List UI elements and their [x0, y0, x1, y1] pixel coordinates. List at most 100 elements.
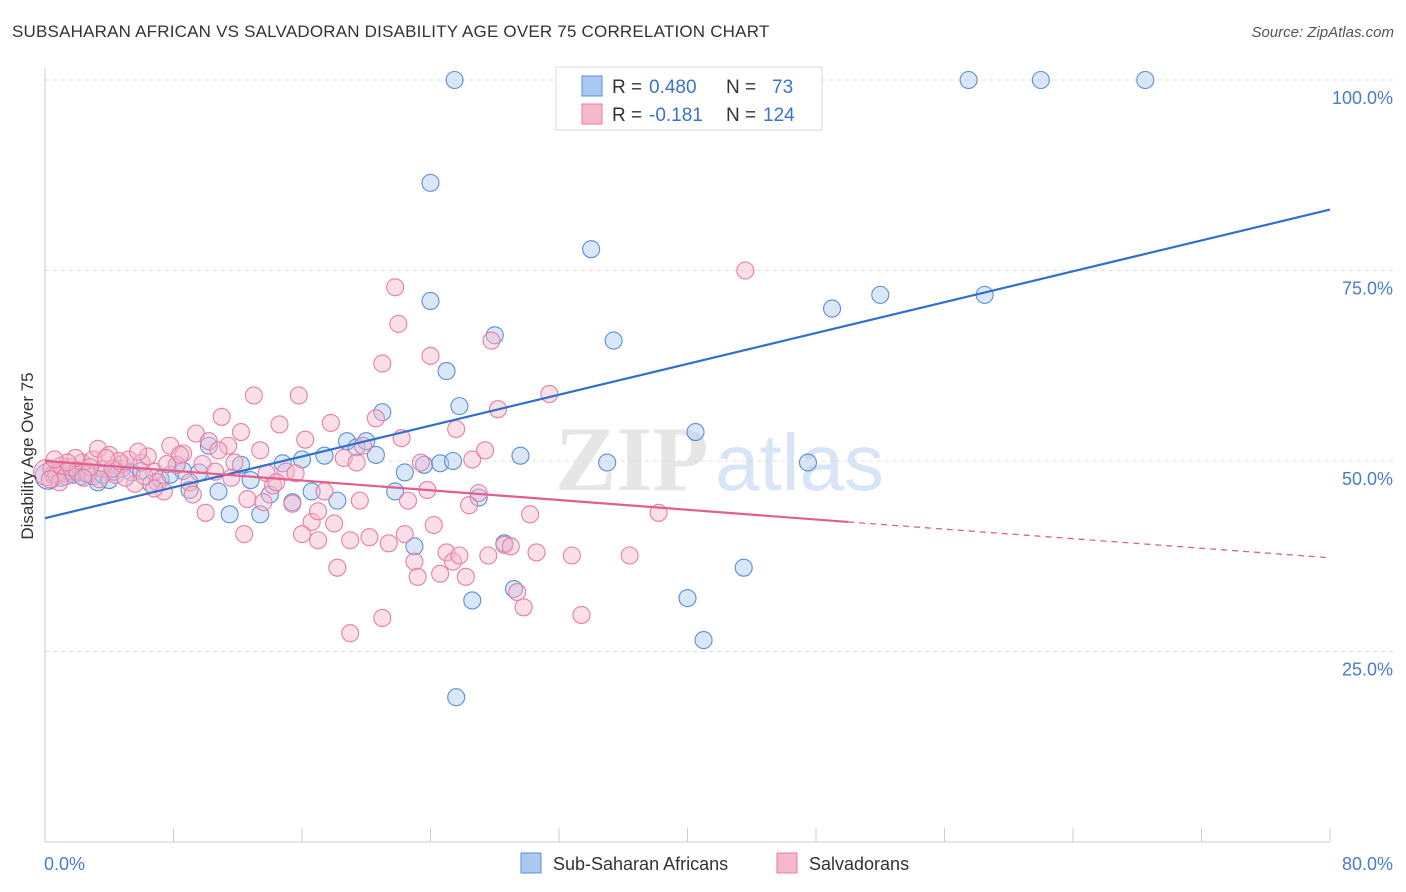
y-tick-label: 75.0%: [1342, 279, 1393, 299]
point-salvadorans: [424, 515, 443, 535]
point-salvadorans: [341, 624, 360, 643]
point-sub-saharan-africans: [209, 482, 228, 501]
trend-line-salvadorans-extension: [848, 521, 1331, 559]
point-salvadorans: [572, 605, 591, 624]
point-salvadorans: [289, 386, 308, 405]
point-salvadorans: [199, 432, 218, 451]
point-sub-saharan-africans: [604, 331, 623, 350]
point-salvadorans: [482, 331, 501, 350]
point-salvadorans: [508, 583, 527, 602]
chart-title: SUBSAHARAN AFRICAN VS SALVADORAN DISABIL…: [12, 22, 770, 41]
point-salvadorans: [447, 419, 466, 439]
point-salvadorans: [562, 546, 581, 565]
point-salvadorans: [411, 453, 430, 472]
point-salvadorans: [366, 409, 385, 428]
point-sub-saharan-africans: [686, 422, 705, 442]
point-sub-saharan-africans: [220, 505, 239, 524]
point-sub-saharan-africans: [1136, 70, 1155, 90]
point-salvadorans: [309, 531, 328, 550]
point-salvadorans: [45, 450, 64, 469]
point-salvadorans: [100, 445, 119, 464]
point-salvadorans: [514, 598, 533, 617]
point-sub-saharan-africans: [1031, 70, 1050, 90]
point-salvadorans: [174, 444, 193, 463]
point-salvadorans: [135, 467, 154, 486]
point-sub-saharan-africans: [582, 240, 601, 259]
point-salvadorans: [235, 525, 254, 544]
point-sub-saharan-africans: [598, 453, 617, 472]
point-sub-saharan-africans: [437, 362, 456, 381]
point-salvadorans: [238, 490, 257, 509]
data-points: [33, 70, 1155, 707]
series-swatch-blue: [520, 852, 542, 874]
watermark-zip: ZIP: [555, 408, 708, 510]
series-swatch-pink: [776, 852, 798, 874]
y-tick-label: 25.0%: [1342, 660, 1393, 680]
point-salvadorans: [125, 474, 144, 493]
point-salvadorans: [521, 505, 540, 524]
point-salvadorans: [267, 473, 286, 492]
point-salvadorans: [270, 415, 289, 434]
legend-r-label-blue: R =: [612, 77, 642, 98]
point-salvadorans: [302, 512, 321, 532]
point-salvadorans: [495, 535, 514, 554]
point-salvadorans: [296, 430, 315, 449]
point-sub-saharan-africans: [694, 631, 713, 650]
point-sub-saharan-africans: [450, 397, 469, 416]
legend-swatch-blue: [581, 75, 603, 97]
legend-r-value-blue: 0.480: [649, 77, 697, 98]
point-salvadorans: [421, 346, 440, 365]
point-salvadorans: [386, 278, 405, 297]
y-axis-title: Disability Age Over 75: [18, 372, 37, 539]
legend-r-label-pink: R =: [612, 105, 642, 126]
chart-source: Source: ZipAtlas.com: [1251, 24, 1394, 41]
point-salvadorans: [251, 441, 270, 460]
point-sub-saharan-africans: [678, 589, 697, 608]
point-sub-saharan-africans: [199, 436, 218, 455]
point-salvadorans: [479, 546, 498, 565]
legend-n-label-blue: N =: [726, 77, 756, 98]
point-salvadorans: [405, 552, 424, 571]
point-sub-saharan-africans: [415, 455, 434, 474]
point-sub-saharan-africans: [395, 463, 414, 482]
point-salvadorans: [398, 491, 418, 510]
point-salvadorans: [225, 453, 244, 472]
point-salvadorans: [167, 455, 186, 474]
point-salvadorans: [183, 485, 202, 504]
watermark: ZIP atlas: [555, 408, 884, 510]
trend-line-sub-saharan-africans: [44, 208, 1331, 520]
point-salvadorans: [620, 546, 639, 565]
point-salvadorans: [196, 503, 215, 522]
point-salvadorans: [212, 407, 231, 426]
point-salvadorans: [90, 470, 109, 489]
point-salvadorans: [283, 494, 302, 513]
point-salvadorans: [96, 448, 116, 468]
point-salvadorans: [350, 491, 369, 510]
legend-n-value-pink: 124: [763, 105, 795, 126]
point-salvadorans: [254, 493, 273, 512]
point-sub-saharan-africans: [405, 537, 424, 556]
point-salvadorans: [395, 525, 414, 544]
point-salvadorans: [347, 453, 366, 472]
legend-n-label-pink: N =: [726, 105, 756, 126]
point-salvadorans: [170, 445, 189, 464]
point-sub-saharan-africans: [463, 591, 482, 610]
x-tick-label-max: 80.0%: [1342, 854, 1393, 874]
point-salvadorans: [158, 454, 177, 474]
point-salvadorans: [736, 261, 755, 280]
point-sub-saharan-africans: [447, 688, 466, 707]
point-salvadorans: [264, 476, 283, 495]
point-salvadorans: [373, 354, 392, 373]
point-salvadorans: [527, 543, 546, 562]
point-salvadorans: [328, 558, 347, 577]
point-sub-saharan-africans: [366, 445, 385, 464]
point-sub-saharan-africans: [485, 326, 504, 345]
series-label-pink: Salvadorans: [809, 854, 909, 874]
point-salvadorans: [379, 534, 398, 553]
point-salvadorans: [463, 450, 482, 469]
point-salvadorans: [431, 564, 450, 583]
point-sub-saharan-africans: [511, 446, 530, 465]
legend-n-value-blue: 73: [772, 77, 793, 98]
point-salvadorans: [315, 482, 334, 501]
point-salvadorans: [456, 567, 475, 586]
